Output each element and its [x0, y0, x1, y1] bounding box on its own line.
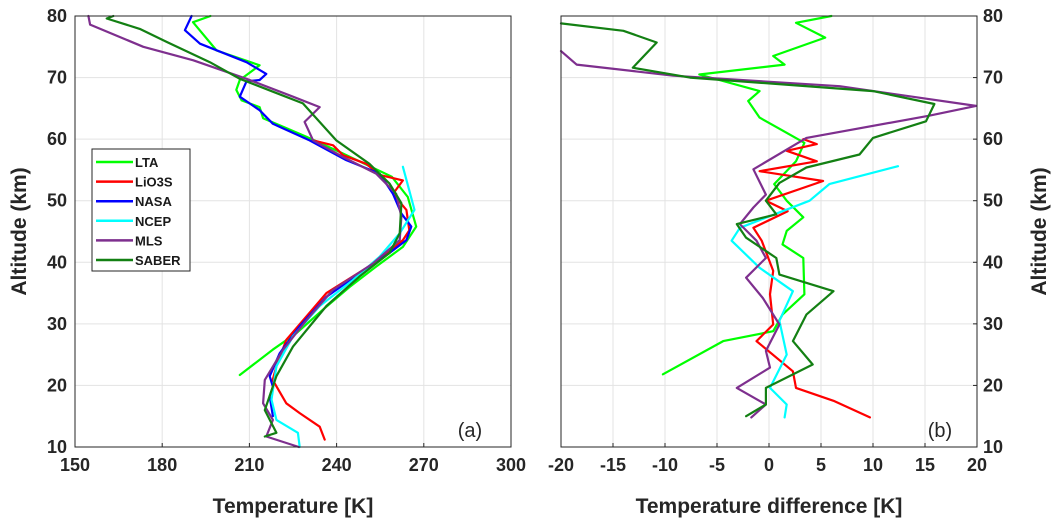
legend-box: [91, 148, 191, 272]
series-line-ncep: [270, 165, 416, 449]
x-tick-label: 210: [234, 455, 264, 475]
legend-label-nasa: NASA: [135, 194, 172, 209]
y-tick-label: 10: [47, 437, 67, 457]
x-tick-label: 5: [816, 455, 826, 475]
x-axis-label: Temperature difference [K]: [636, 495, 903, 518]
y-tick-label: 60: [47, 129, 67, 149]
y-tick-label: 40: [983, 252, 1003, 272]
y-tick-label: 80: [47, 6, 67, 26]
y-axis-label: Altitude (km): [1028, 167, 1051, 295]
x-tick-label: 270: [409, 455, 439, 475]
legend-label-lta: LTA: [135, 155, 159, 170]
panel-label: (b): [928, 420, 952, 442]
y-tick-label: 70: [47, 68, 67, 88]
legend-label-mls: MLS: [135, 233, 163, 248]
series-line-saber: [105, 14, 403, 438]
y-tick-label: 50: [47, 191, 67, 211]
x-tick-label: 0: [764, 455, 774, 475]
series-line-saber: [559, 22, 936, 418]
legend-label-saber: SABER: [135, 253, 181, 268]
x-tick-label: -15: [600, 455, 626, 475]
y-tick-label: 60: [983, 129, 1003, 149]
y-tick-label: 50: [983, 191, 1003, 211]
x-tick-label: 10: [863, 455, 883, 475]
y-tick-label: 20: [983, 375, 1003, 395]
legend-label-lio3s: LiO3S: [135, 175, 173, 190]
y-axis-label: Altitude (km): [8, 167, 31, 295]
series-line-nasa: [183, 14, 413, 418]
y-tick-label: 70: [983, 68, 1003, 88]
y-tick-label: 30: [983, 314, 1003, 334]
x-tick-label: 20: [967, 455, 987, 475]
plot-frame: [74, 15, 512, 448]
y-tick-label: 30: [47, 314, 67, 334]
x-tick-label: 300: [496, 455, 526, 475]
x-tick-label: -20: [548, 455, 574, 475]
x-tick-label: -5: [709, 455, 725, 475]
panel-label: (a): [458, 420, 482, 442]
y-tick-label: 80: [983, 6, 1003, 26]
legend-label-ncep: NCEP: [135, 214, 171, 229]
x-tick-label: -10: [652, 455, 678, 475]
x-tick-label: 240: [322, 455, 352, 475]
panel-a-temperature-profiles: 150 180 210 240 270 300 10 20 30 40 50 60 70 80 Temper…: [8, 6, 526, 518]
y-tick-label: 20: [47, 375, 67, 395]
x-tick-label: 180: [147, 455, 177, 475]
x-tick-label: 150: [60, 455, 90, 475]
series-line-ncep: [730, 165, 900, 419]
y-tick-label: 40: [47, 252, 67, 272]
x-tick-label: 15: [915, 455, 935, 475]
x-axis-label: Temperature [K]: [213, 495, 374, 518]
series-line-lio3s: [752, 138, 871, 419]
y-tick-label: 10: [983, 437, 1003, 457]
legend: LTA LiO3S NASA NCEP MLS SABER: [91, 148, 191, 272]
panel-b-temperature-difference: -20 -15 -10 -5 0 5 10 15 201020304050607080Tempe…: [548, 6, 1051, 518]
series-line-lta: [661, 14, 833, 376]
